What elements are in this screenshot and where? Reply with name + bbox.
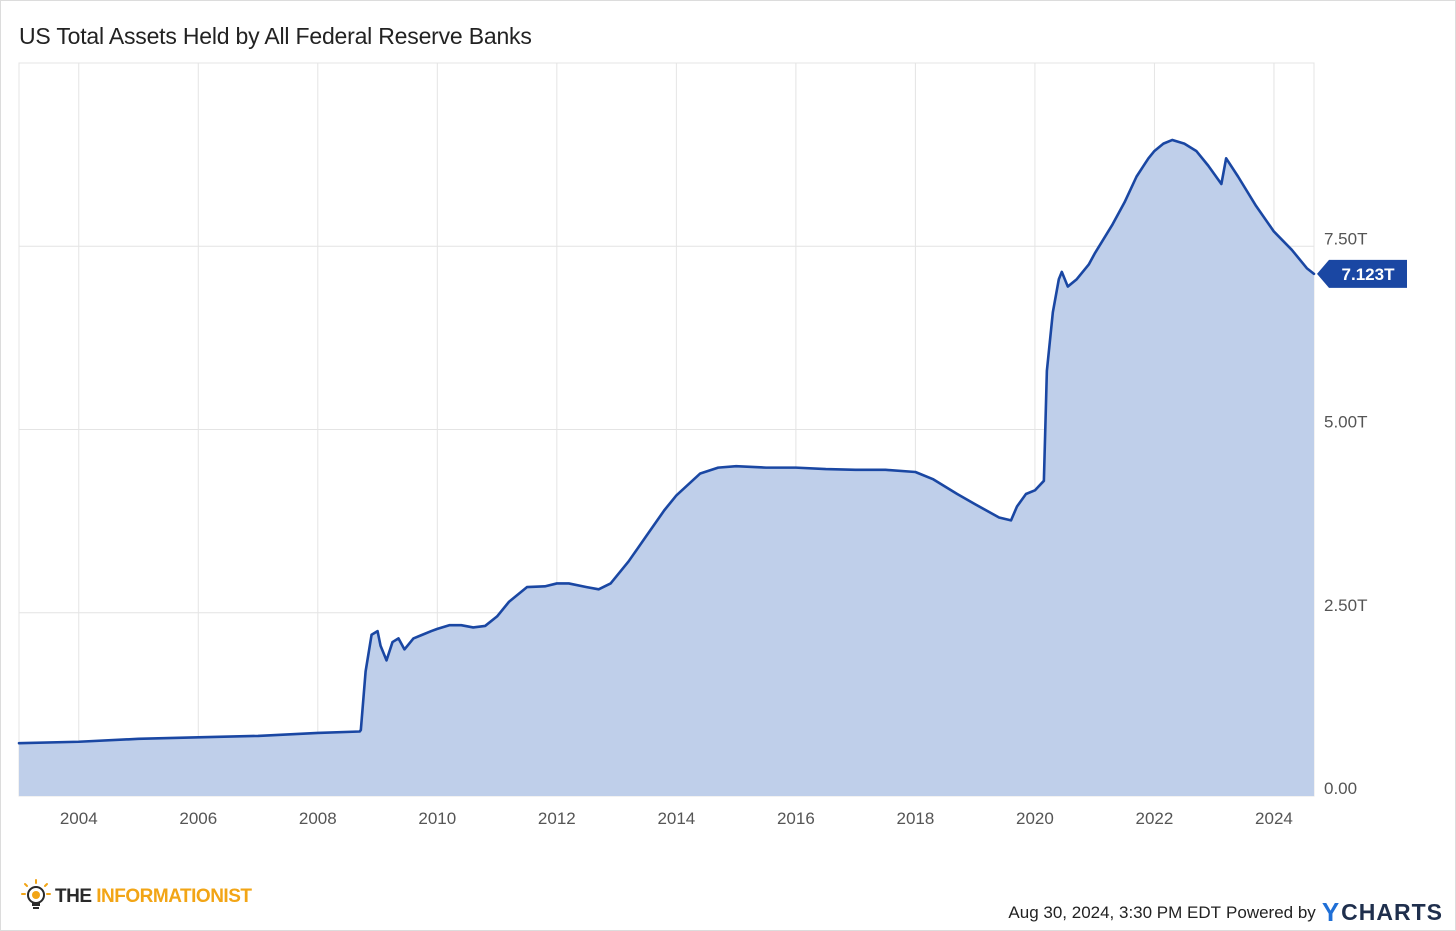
x-tick-label: 2008 [299,809,337,828]
footer: Aug 30, 2024, 3:30 PM EDT Powered by Y C… [1008,897,1443,928]
series-line [17,138,1316,745]
chart-title: US Total Assets Held by All Federal Rese… [19,23,532,49]
chart-area: 2004 2006 2008 2010 2012 2014 2016 2018 2020 2022… [17,62,1407,828]
x-tick-label: 2010 [418,809,456,828]
series-area [19,139,1314,797]
x-tick-label: 2016 [777,809,815,828]
y-tick-label: 0.00 [1324,779,1357,798]
x-tick-label: 2014 [657,809,695,828]
x-tick-label: 2020 [1016,809,1054,828]
footer-powered-by: Powered by [1226,902,1316,922]
brand-informationist: INFORMATIONIST [96,886,252,907]
x-tick-label: 2018 [896,809,934,828]
ycharts-y: Y [1321,897,1341,927]
last-value-label: 7.123T [1342,265,1396,284]
x-tick-label: 2004 [60,809,98,828]
footer-timestamp: Aug 30, 2024, 3:30 PM EDT [1008,902,1222,922]
y-tick-label: 5.00T [1324,413,1367,432]
axes: 2004 2006 2008 2010 2012 2014 2016 2018 2020 2022… [60,229,1368,828]
ycharts-wordmark: CHARTS [1341,899,1443,925]
brand-name: THE INFORMATIONIST [55,886,252,908]
last-value-badge [1317,259,1407,288]
area-layer [17,138,1316,797]
brand-logo: THE INFORMATIONIST [21,879,252,915]
ycharts-logo[interactable]: Y CHARTS [1322,897,1443,928]
last-value-layer: 7.123T [1317,259,1407,288]
lightbulb-icon [21,879,51,909]
y-tick-label: 7.50T [1324,229,1367,248]
brand-the: THE [55,886,92,907]
y-tick-label: 2.50T [1324,596,1367,615]
x-tick-label: 2024 [1255,809,1293,828]
x-tick-label: 2006 [179,809,217,828]
x-tick-label: 2012 [538,809,576,828]
x-tick-label: 2022 [1136,809,1174,828]
